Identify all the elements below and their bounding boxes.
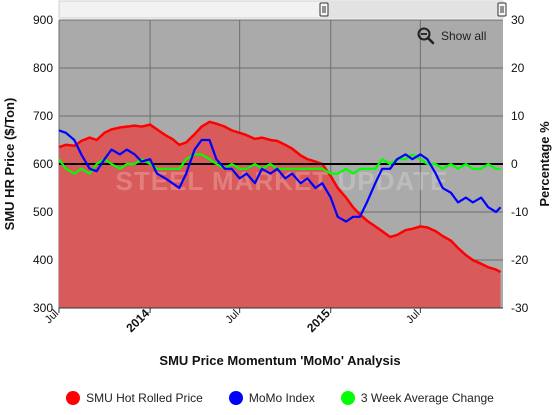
x-tick-label: Jul	[223, 308, 241, 326]
y2-tick-label: 30	[511, 13, 525, 27]
y2-tick-label: 10	[511, 109, 525, 123]
y-tick-label: 600	[33, 157, 53, 171]
x-tick-label: 2014	[123, 306, 152, 335]
series-line-momo-index	[58, 129, 502, 223]
y2-tick-label: 0	[511, 157, 518, 171]
show-all-button[interactable]: Show all	[417, 27, 487, 45]
y2-tick-label: 20	[511, 61, 525, 75]
x-tick-label: Jul	[404, 308, 422, 326]
y-tick-label: 900	[33, 13, 53, 27]
legend-marker-blue	[228, 391, 243, 405]
y2-axis-title: Percentage %	[537, 121, 552, 207]
series-line-3-week-average-change	[58, 153, 501, 175]
navigator-handle-right[interactable]	[497, 2, 507, 17]
legend-label: SMU Hot Rolled Price	[86, 391, 203, 405]
x-axis-title: SMU Price Momentum 'MoMo' Analysis	[159, 353, 400, 368]
x-tick-label: 2015	[304, 306, 333, 335]
legend-marker-green	[340, 391, 355, 405]
legend: SMU Hot Rolled Price MoMo Index 3 Week A…	[0, 388, 560, 408]
y-axis-title: SMU HR Price ($/Ton)	[2, 98, 17, 231]
y-tick-label: 700	[33, 109, 53, 123]
navigator-selection[interactable]	[324, 1, 503, 18]
navigator-handle-left[interactable]	[319, 2, 329, 17]
series-line-smu-hot-rolled-price	[58, 120, 502, 274]
legend-marker-red	[66, 391, 81, 405]
legend-label: 3 Week Average Change	[360, 391, 494, 405]
y-tick-label: 300	[33, 301, 53, 315]
y-tick-label: 500	[33, 205, 53, 219]
zoom-out-magnifier-icon	[417, 27, 435, 45]
legend-label: MoMo Index	[248, 391, 315, 405]
watermark: STEEL MARKET UPDATE	[116, 166, 449, 196]
y2-tick-label: -30	[511, 301, 529, 315]
legend-item-3-week-average-change[interactable]: 3 Week Average Change	[340, 388, 494, 408]
y2-tick-label: -10	[511, 205, 529, 219]
y-tick-label: 400	[33, 253, 53, 267]
y2-tick-label: -20	[511, 253, 529, 267]
show-all-label: Show all	[441, 29, 486, 43]
legend-item-smu-hot-rolled-price[interactable]: SMU Hot Rolled Price	[66, 388, 203, 408]
legend-item-momo-index[interactable]: MoMo Index	[228, 388, 315, 408]
y-tick-label: 800	[33, 61, 53, 75]
plot-area: STEEL MARKET UPDATE	[58, 19, 503, 309]
